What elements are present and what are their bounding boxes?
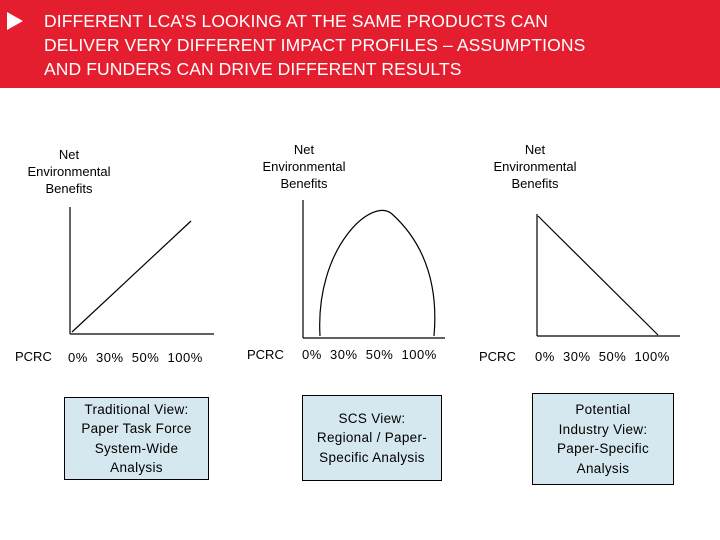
panel-1-y-axis-label: Net Environmental Benefits (27, 147, 111, 196)
panel-2-pcrc-label: PCRC (247, 347, 284, 362)
panel-3-caption-box: Potential Industry View: Paper-Specific … (532, 393, 674, 485)
panel-1-benefit-curve-rising (71, 220, 192, 333)
panel-2-caption-box: SCS View: Regional / Paper- Specific Ana… (302, 395, 442, 481)
panel-3-x-axis-labels: 0% 30% 50% 100% (535, 349, 670, 364)
triangle-bullet-icon (7, 12, 23, 30)
panel-2-x-axis-labels: 0% 30% 50% 100% (302, 347, 437, 362)
panel-1-caption-box: Traditional View: Paper Task Force Syste… (64, 397, 209, 480)
panel-2-benefit-curve-inverted-u (319, 209, 436, 337)
title-banner: DIFFERENT LCA’S LOOKING AT THE SAME PROD… (0, 0, 720, 88)
panel-3-y-axis-label: Net Environmental Benefits (493, 142, 577, 191)
panel-3-benefit-curve-falling (537, 215, 659, 336)
panel-1-pcrc-label: PCRC (15, 349, 52, 364)
panel-2-y-axis-label: Net Environmental Benefits (262, 142, 346, 191)
panel-1-x-axis-labels: 0% 30% 50% 100% (68, 350, 203, 365)
slide-title: DIFFERENT LCA’S LOOKING AT THE SAME PROD… (44, 11, 586, 79)
panel-3-pcrc-label: PCRC (479, 349, 516, 364)
